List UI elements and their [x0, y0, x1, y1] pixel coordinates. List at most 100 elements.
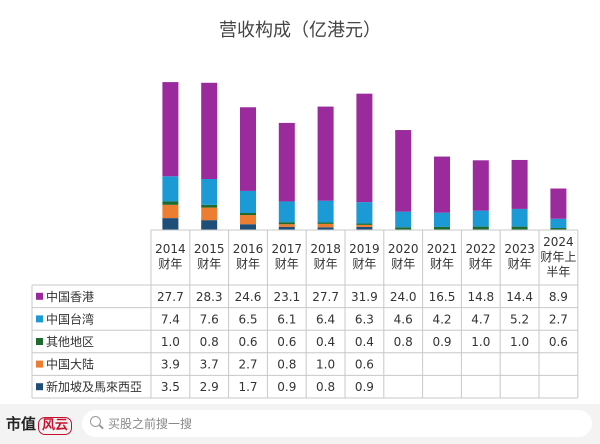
category-label: 2017 财年 [272, 242, 303, 271]
category-label: 2022 财年 [466, 242, 497, 271]
bars-group [162, 82, 567, 230]
data-value: 5.2 [510, 312, 529, 326]
bar-segment [240, 213, 256, 216]
data-value: 4.6 [394, 312, 413, 326]
bar-segment [317, 227, 334, 230]
bar-segment [317, 200, 334, 223]
data-value: 3.5 [161, 380, 180, 394]
bar-segment [240, 107, 256, 191]
bar-segment [278, 224, 295, 227]
bar-segment [550, 218, 567, 228]
data-value: 0.4 [355, 335, 374, 349]
legend-swatch [36, 383, 43, 391]
bar-segment [162, 218, 179, 230]
data-value: 14.8 [467, 290, 494, 304]
bar-segment [356, 224, 373, 227]
bar-segment [434, 212, 450, 227]
data-value: 0.6 [238, 335, 257, 349]
search-icon [90, 416, 101, 427]
series-label: 其他地区 [46, 335, 94, 349]
series-label: 新加坡及馬來西亞 [46, 379, 142, 394]
bar-segment [278, 226, 295, 230]
bar-segment [511, 226, 528, 230]
bar-segment [356, 226, 373, 230]
data-value: 0.8 [277, 358, 296, 372]
data-value: 8.9 [549, 290, 568, 304]
data-value: 0.6 [355, 358, 374, 372]
bar-segment [511, 208, 528, 227]
data-value: 1.0 [161, 335, 180, 349]
data-value: 7.4 [161, 312, 180, 326]
data-value: 0.9 [355, 380, 374, 394]
data-value: 1.0 [510, 335, 529, 349]
data-value: 0.9 [432, 335, 451, 349]
bar-segment [240, 190, 256, 213]
bar-segment [550, 188, 567, 219]
data-value: 2.7 [549, 312, 568, 326]
data-value: 7.6 [200, 312, 219, 326]
data-value: 1.0 [316, 358, 335, 372]
logo: 市值 风云 [6, 413, 73, 435]
bar-segment [472, 210, 489, 227]
data-value: 0.4 [316, 335, 335, 349]
bar-segment [201, 179, 218, 205]
bar-segment [201, 204, 218, 208]
bar-segment [434, 156, 450, 213]
legend-swatch [36, 292, 43, 300]
bar-segment [162, 201, 179, 205]
bar-segment [472, 226, 489, 230]
data-value: 0.6 [277, 335, 296, 349]
legend-swatch [36, 315, 43, 323]
series-label: 中国大陆 [46, 357, 94, 372]
bar-segment [278, 222, 295, 225]
data-value: 27.7 [157, 290, 184, 304]
legend-swatch [36, 338, 43, 345]
bar-segment [278, 122, 295, 202]
data-value: 6.5 [238, 312, 257, 326]
category-label: 2015 财年 [194, 242, 225, 271]
bar-segment [395, 130, 412, 212]
bar-segment [162, 176, 179, 202]
data-value: 0.8 [316, 380, 335, 394]
data-value: 2.9 [200, 380, 219, 394]
category-label: 2023 财年 [504, 242, 535, 271]
bar-segment [278, 201, 295, 223]
bar-segment [201, 220, 218, 230]
series-label: 中国台湾 [46, 311, 94, 326]
bar-segment [550, 227, 567, 230]
bar-segment [240, 224, 256, 230]
data-value: 4.7 [471, 312, 490, 326]
bar-segment [240, 215, 256, 225]
category-label: 2016 财年 [233, 242, 264, 271]
category-label: 2014 财年 [155, 242, 186, 271]
bar-segment [356, 223, 373, 225]
bar-segment [162, 82, 179, 177]
bar-segment [201, 207, 218, 221]
bar-segment [511, 159, 528, 209]
data-value: 0.8 [394, 335, 413, 349]
data-value: 0.8 [200, 335, 219, 349]
bar-segment [395, 211, 412, 228]
search-input[interactable]: 买股之前搜一搜 [82, 410, 592, 437]
data-value: 2.7 [238, 358, 257, 372]
category-label: 2018 财年 [310, 242, 341, 271]
data-value: 4.2 [432, 312, 451, 326]
bar-segment [317, 223, 334, 228]
logo-text: 市值 [6, 415, 37, 433]
data-value: 28.3 [196, 290, 223, 304]
category-label: 2020 财年 [388, 242, 419, 271]
series-label: 中国香港 [46, 289, 94, 304]
data-value: 0.9 [277, 380, 296, 394]
footer-bar: 市值 风云 买股之前搜一搜 [0, 404, 600, 444]
search-placeholder: 买股之前搜一搜 [108, 417, 193, 431]
bar-segment [317, 222, 334, 224]
chart-title: 营收构成（亿港元） [219, 20, 381, 41]
data-value: 27.7 [312, 290, 339, 304]
legend-swatch [36, 360, 43, 368]
data-value: 31.9 [351, 290, 378, 304]
data-value: 0.6 [549, 335, 568, 349]
bar-segment [162, 204, 179, 219]
data-value: 14.4 [506, 290, 533, 304]
